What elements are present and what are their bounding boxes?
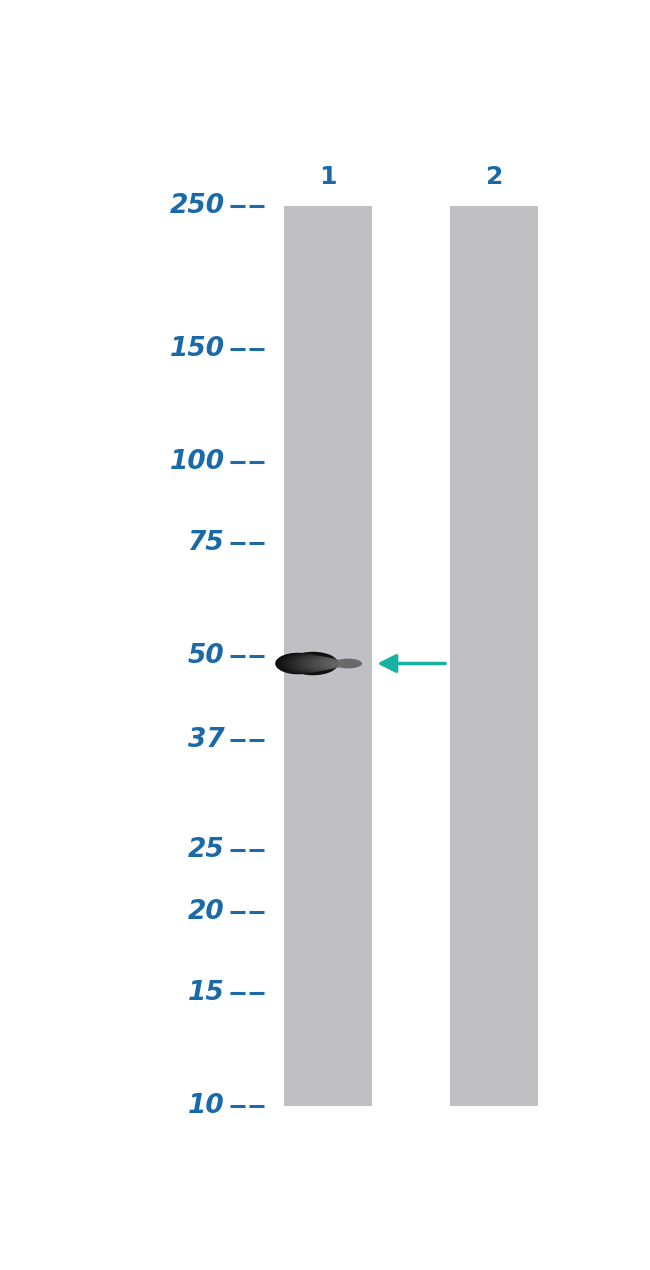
Ellipse shape [280,653,322,674]
Bar [284,206,372,1106]
Text: 2: 2 [486,165,503,188]
Text: 100: 100 [170,450,225,475]
Text: 15: 15 [188,979,225,1006]
Ellipse shape [299,655,330,672]
Text: 37: 37 [188,728,225,753]
Ellipse shape [305,657,333,671]
Ellipse shape [281,654,323,673]
Ellipse shape [303,655,332,671]
Ellipse shape [278,653,321,674]
Ellipse shape [335,659,345,668]
Ellipse shape [286,654,325,673]
Ellipse shape [320,658,339,669]
Text: 75: 75 [188,530,225,556]
Ellipse shape [331,659,343,668]
Ellipse shape [326,659,342,668]
Ellipse shape [290,654,327,673]
Ellipse shape [329,659,343,668]
Ellipse shape [307,657,333,671]
Ellipse shape [311,657,335,671]
Ellipse shape [284,654,324,673]
Ellipse shape [292,655,328,672]
Text: 25: 25 [188,837,225,862]
Text: 250: 250 [170,193,225,220]
Ellipse shape [288,654,326,673]
Ellipse shape [301,655,331,672]
Ellipse shape [309,657,335,671]
Ellipse shape [333,659,344,668]
Ellipse shape [322,658,340,669]
Text: 20: 20 [188,899,225,925]
Ellipse shape [288,652,338,676]
Ellipse shape [294,655,328,672]
Text: 1: 1 [319,165,337,188]
Ellipse shape [316,658,337,669]
Ellipse shape [275,653,320,674]
Ellipse shape [334,659,362,668]
Text: 150: 150 [170,337,225,362]
Ellipse shape [318,658,338,669]
Bar [450,206,538,1106]
Ellipse shape [324,658,341,668]
Ellipse shape [314,657,337,669]
Text: 10: 10 [188,1093,225,1119]
Text: 50: 50 [188,643,225,669]
Ellipse shape [296,655,330,672]
